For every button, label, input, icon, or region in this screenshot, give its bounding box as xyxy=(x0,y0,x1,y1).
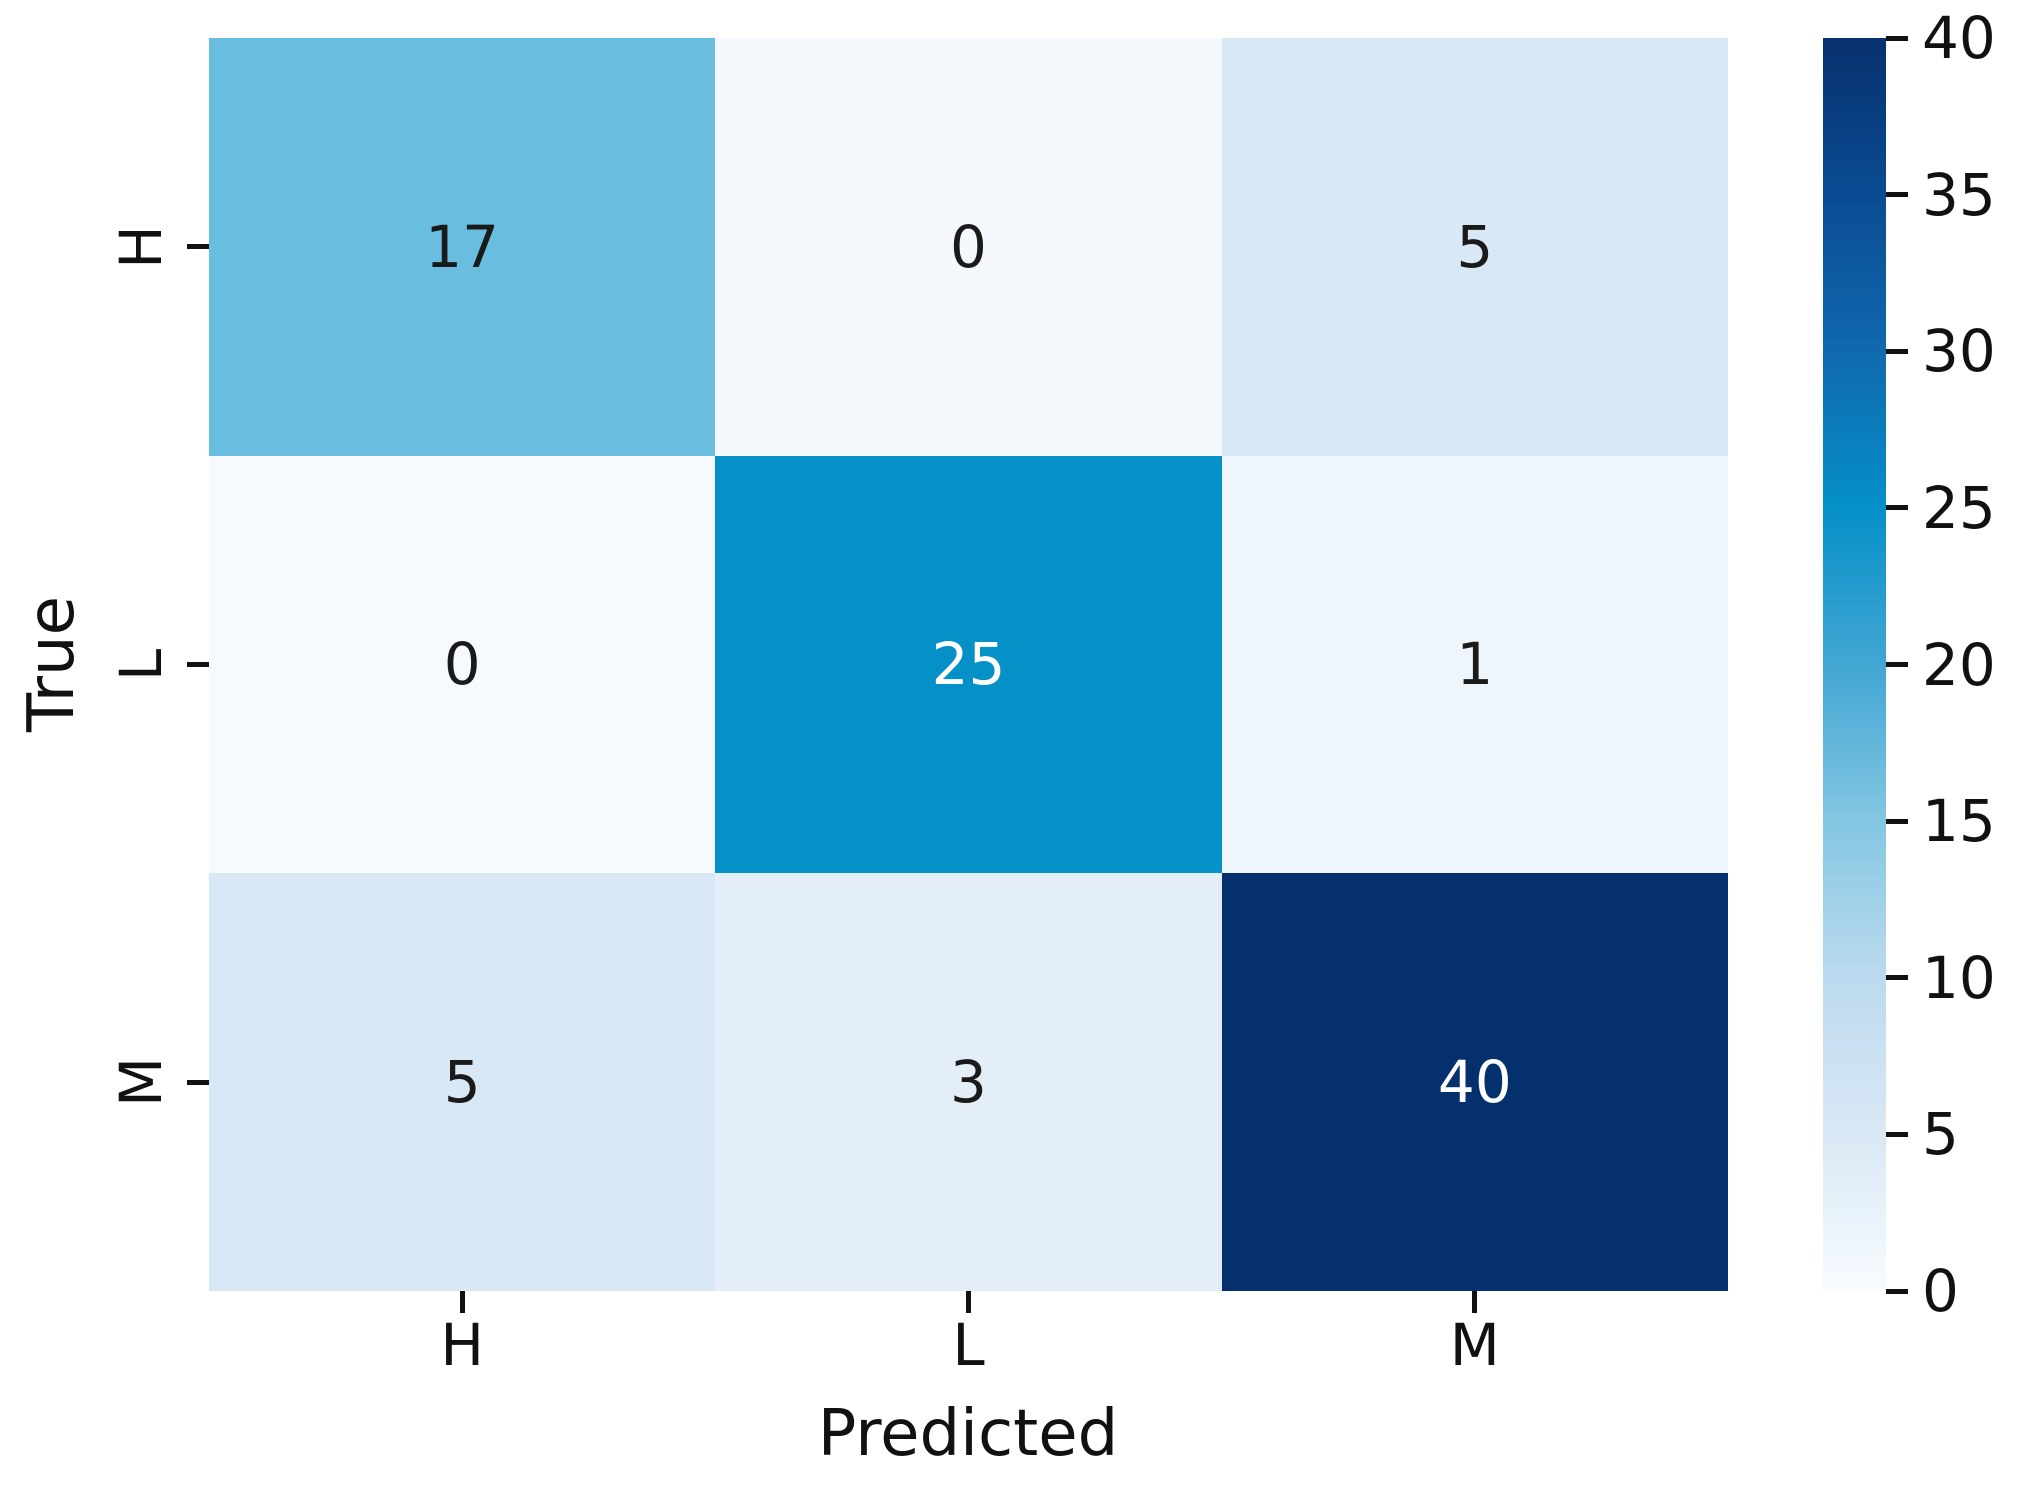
colorbar-tick-mark xyxy=(1886,975,1908,981)
colorbar-tick-label: 10 xyxy=(1922,943,1996,1012)
colorbar-tick-mark xyxy=(1886,1131,1908,1137)
x-tick-mark xyxy=(1472,1291,1478,1313)
colorbar-tick-label: 0 xyxy=(1922,1257,1959,1325)
colorbar-tick-mark xyxy=(1886,662,1908,667)
x-tick-label: H xyxy=(440,1311,484,1379)
heatmap-cell: 40 xyxy=(1221,873,1728,1291)
x-tick-label: L xyxy=(952,1311,985,1379)
y-tick-label: M xyxy=(107,1057,175,1108)
y-tick-label: L xyxy=(107,648,175,681)
colorbar-tick-label: 5 xyxy=(1922,1100,1959,1169)
heatmap-cell: 5 xyxy=(1221,38,1728,456)
cell-annotation: 5 xyxy=(1456,212,1494,281)
cell-annotation: 5 xyxy=(443,1048,481,1117)
colorbar-tick-label: 25 xyxy=(1922,473,1996,542)
heatmap-cell: 25 xyxy=(715,455,1222,874)
heatmap-cell: 17 xyxy=(209,38,716,456)
y-tick-mark xyxy=(187,662,209,667)
x-tick-label: M xyxy=(1449,1311,1500,1379)
heatmap-cell: 0 xyxy=(209,455,716,874)
colorbar-tick-label: 35 xyxy=(1922,160,1996,229)
cell-annotation: 3 xyxy=(950,1048,987,1117)
colorbar xyxy=(1823,38,1886,1291)
colorbar-tick-mark xyxy=(1886,192,1908,198)
x-tick-mark xyxy=(459,1291,465,1313)
colorbar-tick-mark xyxy=(1886,35,1908,41)
cell-annotation: 1 xyxy=(1456,630,1494,699)
y-tick-mark xyxy=(187,1079,209,1085)
colorbar-tick-label: 20 xyxy=(1922,630,1996,699)
cell-annotation: 0 xyxy=(443,630,481,699)
y-tick-label: H xyxy=(107,225,175,269)
cell-annotation: 40 xyxy=(1437,1048,1512,1117)
heatmap-cell: 0 xyxy=(715,38,1222,456)
cell-annotation: 0 xyxy=(950,212,987,281)
colorbar-tick-mark xyxy=(1886,1288,1908,1294)
colorbar-tick-mark xyxy=(1886,348,1908,354)
x-tick-mark xyxy=(966,1291,971,1313)
cell-annotation: 25 xyxy=(931,630,1006,699)
x-axis-label: Predicted xyxy=(817,1397,1119,1471)
colorbar-tick-label: 30 xyxy=(1922,317,1996,386)
heatmap-cell: 3 xyxy=(715,873,1222,1291)
heatmap-cell: 1 xyxy=(1221,455,1728,874)
y-tick-mark xyxy=(187,244,209,250)
colorbar-tick-mark xyxy=(1886,818,1908,824)
cell-annotation: 17 xyxy=(425,212,500,281)
colorbar-tick-label: 15 xyxy=(1922,787,1996,856)
colorbar-tick-label: 40 xyxy=(1922,4,1996,72)
y-axis-label: True xyxy=(15,596,89,732)
colorbar-tick-mark xyxy=(1886,505,1908,511)
heatmap: 17 0 5 0 25 1 5 3 40 xyxy=(209,38,1728,1291)
colorbar-gradient xyxy=(1823,38,1886,1291)
heatmap-cell: 5 xyxy=(209,873,716,1291)
